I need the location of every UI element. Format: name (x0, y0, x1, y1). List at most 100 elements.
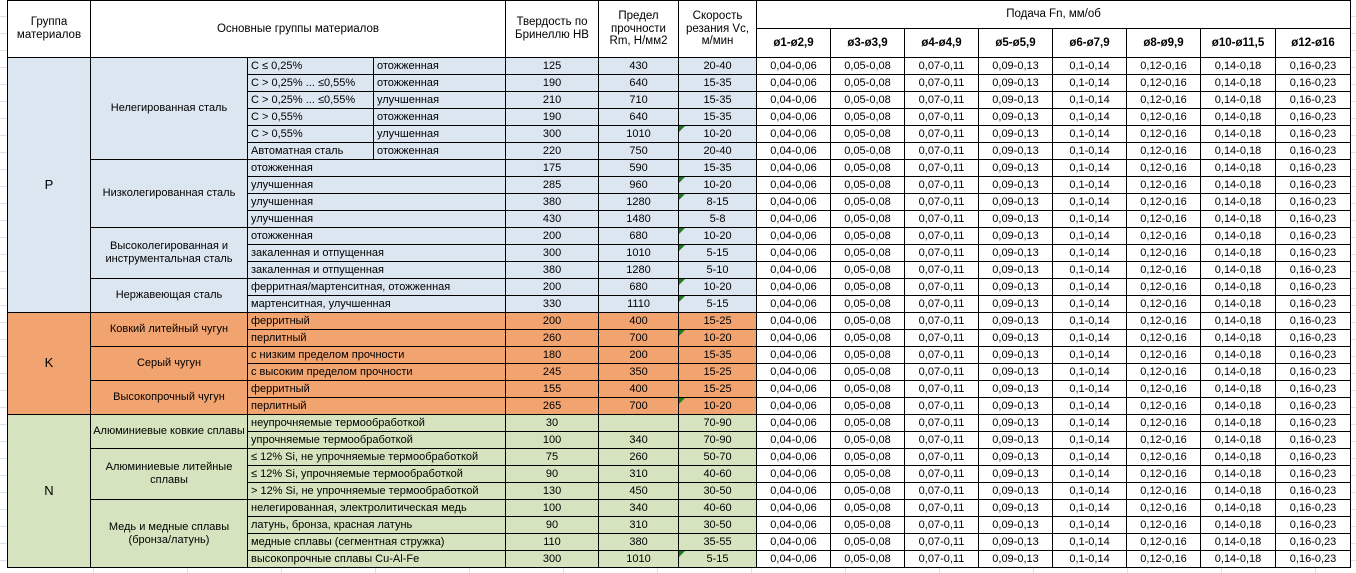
feed-cell: 0,07-0,11 (904, 380, 980, 398)
table-row: C > 0,55% улучшенная 300 1010 10-20 0,04-0,06… (8, 125, 1352, 143)
feed-cell: 0,16-0,23 (1275, 312, 1352, 330)
feed-cell: 0,04-0,06 (756, 550, 832, 568)
feed-cell: 0,16-0,23 (1275, 499, 1352, 517)
feed-cell: 0,12-0,16 (1126, 295, 1202, 313)
header-feed-diameter-5: ø6-ø7,9 (1052, 28, 1128, 58)
feed-cell: 0,16-0,23 (1275, 295, 1352, 313)
material-desc-cell: с высоким пределом прочности (246, 363, 507, 381)
family-name-cell: Нержавеющая сталь (90, 278, 248, 313)
material-desc-cell: закаленная и отпущенная (246, 261, 507, 279)
feed-cell: 0,16-0,23 (1275, 397, 1352, 415)
feed-cell: 0,12-0,16 (1126, 465, 1202, 483)
feed-cell: 0,1-0,14 (1052, 125, 1128, 143)
feed-cell: 0,14-0,18 (1200, 244, 1277, 262)
feed-cell: 0,04-0,06 (756, 210, 832, 228)
feed-cell: 0,04-0,06 (756, 329, 832, 347)
family-name-cell: Высоколегированная и инструментальная ст… (90, 227, 248, 279)
cutting-speed-cell: 15-25 (678, 312, 758, 330)
material-state-cell: отожженная (372, 74, 507, 92)
feed-cell: 0,16-0,23 (1275, 227, 1352, 245)
feed-cell: 0,07-0,11 (904, 465, 980, 483)
table-row: Высоколегированная и инструментальная ст… (8, 227, 1352, 279)
hardness-cell: 430 (505, 210, 600, 228)
cutting-speed-cell: 5-15 (678, 295, 758, 313)
feed-cell: 0,12-0,16 (1126, 159, 1202, 177)
hardness-cell: 330 (505, 295, 600, 313)
feed-cell: 0,1-0,14 (1052, 312, 1128, 330)
feed-cell: 0,05-0,08 (830, 380, 906, 398)
feed-cell: 0,05-0,08 (830, 397, 906, 415)
feed-cell: 0,05-0,08 (830, 448, 906, 466)
family-name-cell: Ковкий литейный чугун (90, 312, 248, 347)
feed-cell: 0,1-0,14 (1052, 516, 1128, 534)
feed-cell: 0,12-0,16 (1126, 550, 1202, 568)
material-desc-cell: высокопрочные сплавы Cu-Al-Fe (246, 550, 507, 568)
feed-cell: 0,05-0,08 (830, 244, 906, 262)
feed-cell: 0,09-0,13 (978, 414, 1054, 432)
feed-cell: 0,07-0,11 (904, 431, 980, 449)
table-row: Серый чугун с низким пределом прочности 18… (8, 346, 1352, 381)
material-state-cell: отожженная (372, 142, 507, 160)
feed-cell: 0,1-0,14 (1052, 329, 1128, 347)
hardness-cell: 265 (505, 397, 600, 415)
feed-cell: 0,09-0,13 (978, 533, 1054, 551)
hardness-cell: 285 (505, 176, 600, 194)
cutting-speed-cell: 70-90 (678, 431, 758, 449)
hardness-cell: 130 (505, 482, 600, 500)
feed-cell: 0,12-0,16 (1126, 278, 1202, 296)
feed-cell: 0,14-0,18 (1200, 380, 1277, 398)
feed-cell: 0,1-0,14 (1052, 465, 1128, 483)
feed-cell: 0,07-0,11 (904, 516, 980, 534)
feed-cell: 0,09-0,13 (978, 142, 1054, 160)
feed-cell: 0,16-0,23 (1275, 414, 1352, 432)
cell-note-flag-icon (679, 177, 686, 183)
feed-cell: 0,1-0,14 (1052, 482, 1128, 500)
hardness-cell: 110 (505, 533, 600, 551)
feed-cell: 0,07-0,11 (904, 482, 980, 500)
feed-cell: 0,16-0,23 (1275, 533, 1352, 551)
table-row: мартенситная, улучшенная 330 1110 5-15 0,04-… (8, 295, 1352, 313)
cutting-speed-cell: 5-8 (678, 210, 758, 228)
feed-cell: 0,14-0,18 (1200, 431, 1277, 449)
hardness-cell: 300 (505, 244, 600, 262)
feed-cell: 0,05-0,08 (830, 193, 906, 211)
feed-cell: 0,12-0,16 (1126, 57, 1202, 75)
feed-cell: 0,07-0,11 (904, 193, 980, 211)
feed-cell: 0,1-0,14 (1052, 108, 1128, 126)
cutting-speed-cell: 20-40 (678, 57, 758, 75)
feed-cell: 0,05-0,08 (830, 210, 906, 228)
feed-cell: 0,12-0,16 (1126, 380, 1202, 398)
cutting-speed-cell: 10-20 (678, 176, 758, 194)
feed-cell: 0,09-0,13 (978, 329, 1054, 347)
feed-cell: 0,12-0,16 (1126, 431, 1202, 449)
feed-cell: 0,09-0,13 (978, 244, 1054, 262)
feed-cell: 0,14-0,18 (1200, 278, 1277, 296)
cutting-speed-cell: 50-70 (678, 448, 758, 466)
feed-cell: 0,14-0,18 (1200, 448, 1277, 466)
feed-cell: 0,12-0,16 (1126, 261, 1202, 279)
feed-cell: 0,1-0,14 (1052, 499, 1128, 517)
header-feed-diameter-7: ø10-ø11,5 (1200, 28, 1277, 58)
feed-cell: 0,14-0,18 (1200, 193, 1277, 211)
feed-cell: 0,07-0,11 (904, 397, 980, 415)
feed-cell: 0,04-0,06 (756, 125, 832, 143)
feed-cell: 0,12-0,16 (1126, 312, 1202, 330)
feed-cell: 0,04-0,06 (756, 482, 832, 500)
feed-cell: 0,12-0,16 (1126, 227, 1202, 245)
feed-cell: 0,1-0,14 (1052, 244, 1128, 262)
hardness-cell: 300 (505, 125, 600, 143)
feed-cell: 0,07-0,11 (904, 74, 980, 92)
feed-cell: 0,05-0,08 (830, 516, 906, 534)
feed-cell: 0,12-0,16 (1126, 142, 1202, 160)
feed-cell: 0,07-0,11 (904, 125, 980, 143)
feed-cell: 0,16-0,23 (1275, 278, 1352, 296)
feed-cell: 0,12-0,16 (1126, 108, 1202, 126)
feed-cell: 0,14-0,18 (1200, 516, 1277, 534)
feed-cell: 0,14-0,18 (1200, 499, 1277, 517)
table-row: C > 0,55% отожженная 190 640 15-35 0,04-0,06 0… (8, 108, 1352, 126)
feed-cell: 0,14-0,18 (1200, 465, 1277, 483)
table-row: Алюминиевые литейные сплавы ≤ 12% Si, не … (8, 448, 1352, 500)
cutting-speed-cell: 15-35 (678, 346, 758, 364)
feed-cell: 0,1-0,14 (1052, 74, 1128, 92)
material-spec-cell: C > 0,25% ... ≤0,55% (247, 91, 374, 109)
